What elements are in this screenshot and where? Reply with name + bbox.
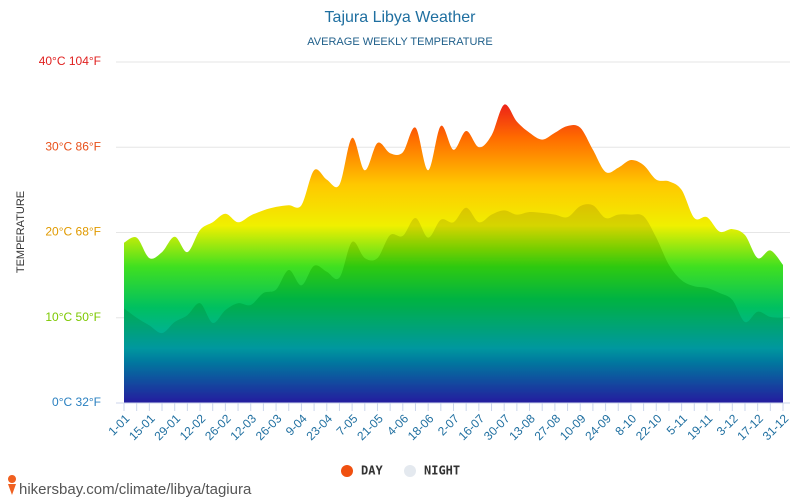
x-tick-label: 27-08 [532,411,564,443]
x-tick-label: 26-02 [202,411,234,443]
x-tick-label: 22-10 [633,411,665,443]
x-tick-label: 30-07 [481,411,513,443]
legend-label: DAY [361,464,383,478]
chart-title: Tajura Libya Weather [325,9,477,26]
x-tick-label: 24-09 [582,411,614,443]
x-tick-label: 18-06 [405,411,437,443]
legend-label: NIGHT [424,464,460,478]
x-tick-label: 12-03 [227,411,259,443]
x-tick-label: 31-12 [760,411,792,443]
x-tick-label: 16-07 [456,411,488,443]
x-tick-label: 15-01 [126,411,158,443]
x-tick-label: 17-12 [734,411,766,443]
pin-icon [8,475,17,495]
area-night [124,204,783,403]
y-tick-label: 30°C 86°F [45,139,101,153]
chart-subtitle: AVERAGE WEEKLY TEMPERATURE [307,36,492,48]
legend-item: NIGHT [404,464,460,478]
source: hikersbay.com/climate/libya/tagiura [8,475,252,498]
legend-swatch [404,465,416,477]
legend-swatch [341,465,353,477]
x-tick-label: 13-08 [506,411,538,443]
legend-item: DAY [341,464,383,478]
x-tick-label: 21-05 [354,411,386,443]
x-tick-label: 23-04 [304,411,336,443]
x-tick-label: 10-09 [557,411,589,443]
x-tick-label: 12-02 [177,411,209,443]
x-tick-label: 29-01 [151,411,183,443]
x-tick-label: 19-11 [684,411,715,442]
y-tick-label: 40°C 104°F [39,54,101,68]
x-tick-label: 26-03 [253,411,285,443]
y-tick-label: 10°C 50°F [45,310,101,324]
y-tick-label: 20°C 68°F [45,225,101,239]
y-axis-label: TEMPERATURE [15,191,27,273]
y-tick-label: 0°C 32°F [52,395,101,409]
source-text: hikersbay.com/climate/libya/tagiura [19,481,252,498]
